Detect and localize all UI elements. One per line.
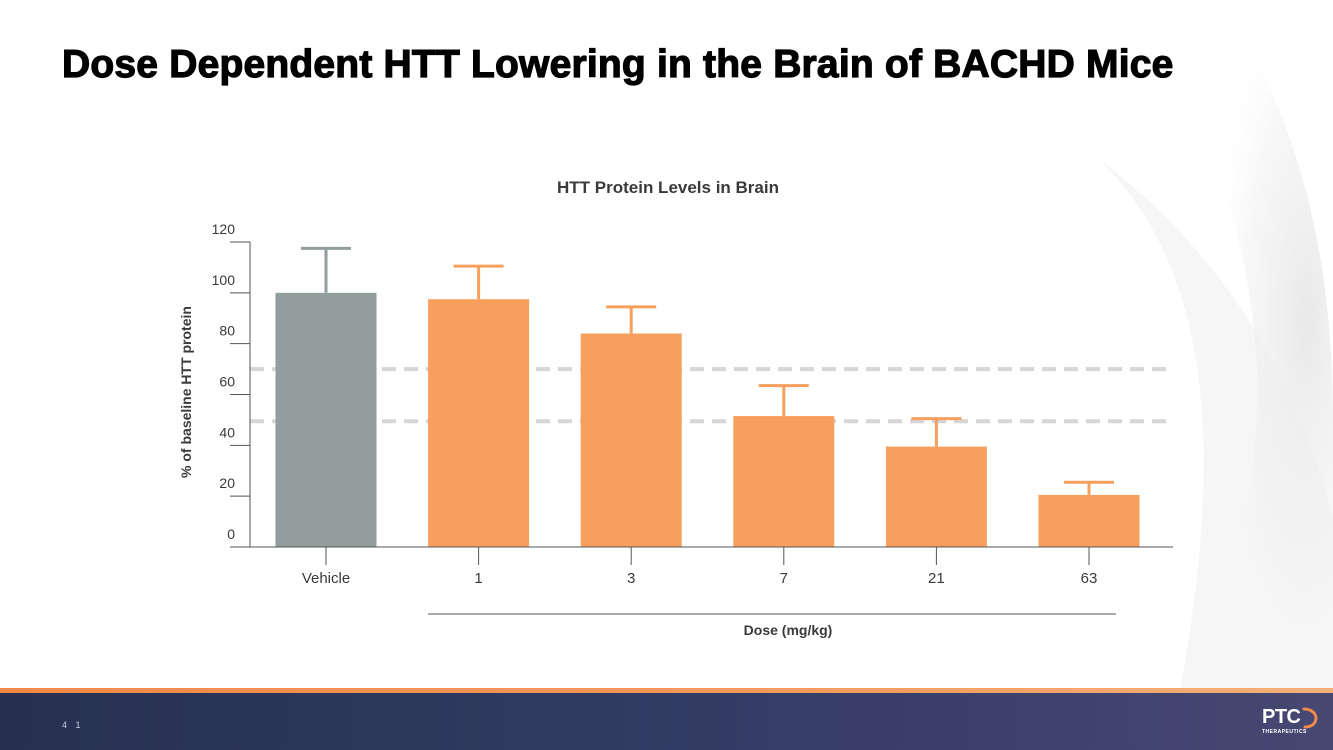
- ptc-logo: PTC THERAPEUTICS: [1262, 706, 1320, 740]
- x-axis-label: Dose (mg/kg): [744, 622, 833, 638]
- bar-3: [580, 333, 682, 547]
- bar-7: [733, 416, 835, 547]
- bar-1: [428, 299, 530, 547]
- y-axis: 0 20 40 60 80 100 120: [212, 221, 251, 548]
- y-tick-label-120: 120: [212, 221, 236, 237]
- y-tick-label-20: 20: [219, 475, 235, 491]
- reference-lines: [250, 367, 1173, 424]
- y-tick-label-0: 0: [227, 526, 235, 542]
- y-tick-label-80: 80: [219, 323, 235, 339]
- y-axis-label: % of baseline HTT protein: [178, 306, 194, 478]
- error-bars: [301, 246, 1114, 495]
- bar-63: [1038, 494, 1140, 547]
- bar-chart: HTT Protein Levels in Brain 0 20 40 60 80 100…: [178, 178, 1173, 638]
- page-number: 4 1: [62, 720, 84, 730]
- logo-swirl-icon: [1302, 707, 1318, 729]
- x-tick-label-3: 3: [627, 570, 635, 587]
- y-tick-label-60: 60: [219, 374, 235, 390]
- bars: [275, 292, 1140, 547]
- logo-text: PTC: [1262, 706, 1301, 728]
- footer-bar: [0, 688, 1333, 750]
- x-tick-label-21: 21: [928, 570, 945, 587]
- logo-subtext: THERAPEUTICS: [1262, 729, 1307, 735]
- chart-title: HTT Protein Levels in Brain: [557, 178, 779, 197]
- y-tick-label-100: 100: [212, 272, 236, 288]
- x-tick-label-63: 63: [1081, 570, 1098, 587]
- x-tick-label-7: 7: [780, 570, 788, 587]
- x-tick-label-1: 1: [474, 570, 482, 587]
- bar-21: [885, 446, 987, 547]
- bar-vehicle: [275, 292, 377, 547]
- slide-title: Dose Dependent HTT Lowering in the Brain…: [61, 43, 1174, 86]
- y-tick-label-40: 40: [219, 424, 235, 440]
- footer-accent-stripe: [0, 688, 1333, 693]
- background-swoosh: [1150, 20, 1333, 690]
- x-axis: Vehicle 1 3 7 21 63: [230, 546, 1173, 587]
- x-tick-label-vehicle: Vehicle: [302, 570, 350, 587]
